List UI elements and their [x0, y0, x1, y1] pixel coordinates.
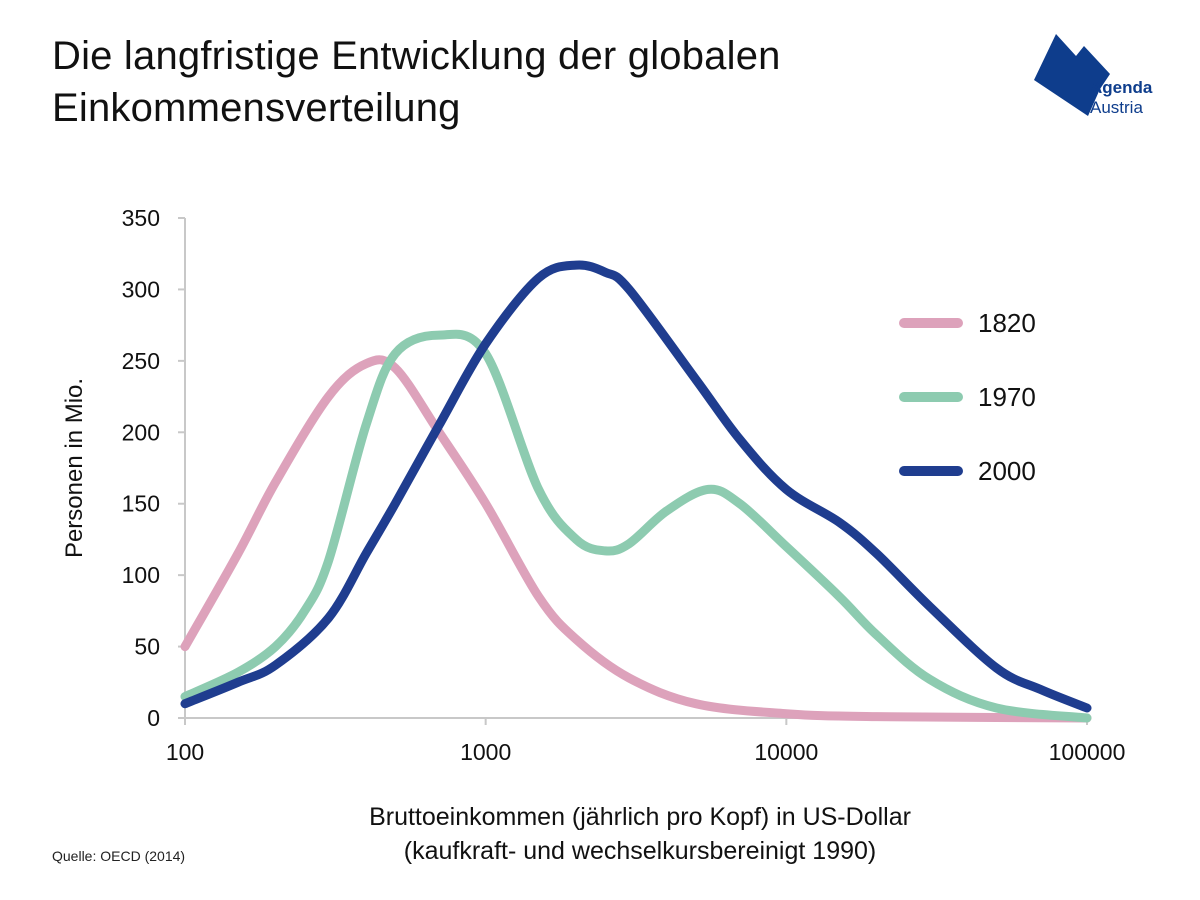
legend-label-1970: 1970 [978, 382, 1036, 412]
x-tick-label: 100 [166, 739, 204, 765]
y-tick-label: 200 [122, 419, 160, 445]
series-line-2000 [180, 260, 1092, 713]
chart-title: Die langfristige Entwicklung der globale… [52, 30, 952, 134]
y-tick-label: 300 [122, 276, 160, 302]
series-line-1820 [180, 355, 1092, 723]
x-axis-label: Bruttoeinkommen (jährlich pro Kopf) in U… [240, 800, 1040, 868]
chart-title-line-1: Die langfristige Entwicklung der globale… [52, 34, 781, 78]
x-tick-label: 1000 [460, 739, 511, 765]
logo-mark [1034, 34, 1110, 116]
y-tick-label: 250 [122, 348, 160, 374]
y-tick-label: 0 [147, 705, 160, 731]
y-tick-label: 100 [122, 562, 160, 588]
x-axis-label-line-2: (kaufkraft- und wechselkursbereinigt 199… [403, 837, 877, 865]
series-line-1970 [180, 329, 1092, 723]
legend: 1820 1970 2000 [899, 308, 1036, 486]
logo-text: Agenda Austria [1090, 78, 1152, 118]
y-axis-label: Personen in Mio. [61, 378, 88, 558]
series-lines-group [180, 260, 1092, 723]
x-tick-label: 100000 [1049, 739, 1126, 765]
y-tick-label: 50 [134, 634, 160, 660]
agenda-austria-logo [1034, 34, 1110, 116]
source-note: Quelle: OECD (2014) [52, 848, 186, 864]
logo-text-line-1: Agenda [1090, 78, 1153, 97]
logo-text-line-2: Austria [1090, 98, 1143, 117]
x-tick-label: 10000 [754, 739, 818, 765]
y-tick-label: 350 [122, 205, 160, 231]
y-tick-label: 150 [122, 491, 160, 517]
x-axis-label-line-1: Bruttoeinkommen (jährlich pro Kopf) in U… [369, 803, 911, 831]
chart-title-line-2: Einkommensverteilung [52, 86, 461, 130]
legend-label-1820: 1820 [978, 308, 1036, 338]
legend-label-2000: 2000 [978, 456, 1036, 486]
